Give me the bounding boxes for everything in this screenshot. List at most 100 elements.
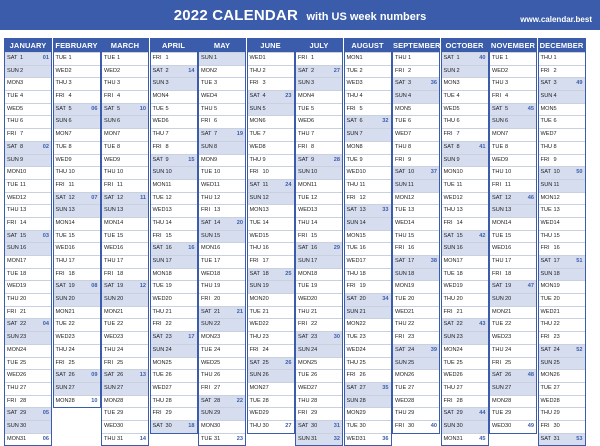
day-cell: THU 8	[393, 140, 439, 154]
weekday-label: SUN	[298, 435, 310, 442]
day-cell: THU 1	[393, 52, 439, 65]
week-number: 02	[42, 143, 49, 150]
header-bar: 2022 CALENDAR with US week numbers www.c…	[0, 0, 600, 30]
calendar-title: 2022 CALENDAR with US week numbers	[0, 7, 600, 25]
day-number: 2	[505, 67, 509, 74]
weekday-label: FRI	[443, 219, 453, 226]
week-number: 48	[527, 372, 534, 379]
day-cell: TUE 15	[53, 229, 100, 243]
day-cell: FRI 1	[150, 52, 197, 65]
day-cell: MON 3	[5, 77, 51, 90]
weekday-label: WED	[540, 308, 554, 315]
weekday-label: MON	[249, 207, 263, 214]
day-number: 14	[553, 219, 560, 226]
day-cell: SAT 12 46	[490, 191, 536, 205]
day-number: 1	[553, 55, 557, 61]
weekday-label: SUN	[201, 321, 213, 328]
day-cell: FRI 29	[296, 407, 342, 420]
weekday-label: SAT	[298, 156, 309, 163]
month-october: OCTOBER SAT 1 40 SUN 2 MON 3 TUE 4 WED 5 THU 6 FRI 7 SAT…	[440, 38, 489, 446]
weekday-label: MON	[152, 359, 166, 366]
week-number: 52	[576, 346, 583, 353]
day-number: 21	[408, 308, 415, 315]
weekday-label: WED	[104, 334, 118, 341]
day-number: 8	[68, 143, 72, 150]
weekday-label: SAT	[104, 194, 115, 201]
day-number: 7	[359, 131, 363, 138]
day-cell: TUE 18	[441, 267, 488, 281]
day-number: 26	[311, 372, 318, 379]
weekday-label: SUN	[346, 131, 359, 138]
weekday-label: WED	[492, 67, 506, 74]
weekday-label: MON	[395, 372, 409, 379]
month-february: FEBRUARY TUE 1 WED 2 THU 3 FRI 4 SAT 5 06 SUN 6 MON 7 TU…	[52, 38, 101, 409]
day-cell: TUE 14	[247, 216, 294, 230]
day-cell: FRI 17	[247, 255, 294, 268]
weekday-label: SAT	[152, 67, 163, 74]
day-number: 25	[262, 359, 269, 366]
day-number: 30	[214, 422, 221, 429]
weekday-label: THU	[7, 118, 19, 125]
week-number: 06	[42, 435, 49, 442]
day-number: 18	[165, 270, 172, 277]
day-cell: SUN 7	[344, 128, 391, 141]
website-link[interactable]: www.calendar.best	[520, 15, 592, 24]
day-cell: SUN 2	[5, 64, 51, 78]
weekday-label: FRI	[298, 232, 308, 239]
weekday-label: WED	[395, 397, 409, 404]
day-cell: FRI 9	[538, 153, 585, 167]
day-cell: THU 22	[538, 318, 585, 331]
week-number: 51	[576, 258, 583, 264]
week-number: 07	[91, 194, 98, 201]
day-number: 8	[214, 143, 218, 150]
weekday-label: MON	[298, 93, 312, 100]
day-cell: SAT 21 21	[199, 305, 245, 319]
day-number: 23	[553, 334, 560, 341]
weekday-label: FRI	[249, 169, 259, 176]
day-number: 9	[117, 156, 121, 163]
day-cell: MON 16	[199, 242, 245, 255]
week-number: 49	[576, 80, 583, 87]
day-number: 10	[359, 169, 366, 176]
weekday-label: WED	[55, 156, 69, 163]
day-cell: SUN 13	[102, 204, 148, 217]
day-cell: MON 21	[490, 305, 536, 319]
week-number: 11	[140, 194, 146, 201]
weekday-label: MON	[104, 308, 118, 315]
day-number: 19	[456, 283, 463, 290]
day-cell: TUE 19	[296, 280, 342, 293]
day-number: 31	[311, 435, 318, 442]
day-cell: SUN 11	[538, 178, 585, 192]
day-number: 30	[456, 422, 463, 429]
day-number: 10	[505, 169, 512, 176]
day-cell: FRI 4	[102, 90, 148, 103]
day-number: 31	[214, 435, 221, 442]
day-number: 31	[456, 435, 463, 442]
weekday-label: TUE	[152, 372, 164, 379]
week-number: 30	[333, 334, 340, 341]
day-cell: FRI 13	[199, 204, 245, 217]
day-cell: SAT 3 49	[538, 77, 585, 91]
day-number: 30	[505, 422, 512, 429]
day-cell: WED 10	[344, 166, 391, 179]
day-number: 11	[456, 181, 463, 188]
weekday-label: WED	[201, 181, 215, 188]
week-number: 34	[382, 296, 389, 303]
day-cell: TUE 10	[199, 166, 245, 179]
week-number: 50	[576, 169, 583, 176]
day-cell: THU 5	[199, 102, 245, 116]
day-cell: SAT 19 12	[102, 280, 148, 294]
day-number: 10	[165, 169, 172, 176]
day-number: 3	[359, 80, 363, 87]
day-cell: SAT 17 51	[538, 255, 585, 268]
day-cell: MON 31 45	[441, 432, 488, 446]
day-cell: TUE 4	[5, 90, 51, 103]
weekday-label: TUE	[201, 169, 213, 176]
day-cell: WED 29	[247, 407, 294, 420]
day-number: 15	[505, 232, 512, 239]
day-number: 6	[165, 118, 169, 125]
weekday-label: SUN	[55, 118, 68, 125]
day-cell: MON 15	[344, 229, 391, 243]
day-number: 14	[311, 219, 318, 226]
weekday-label: WED	[201, 270, 215, 277]
